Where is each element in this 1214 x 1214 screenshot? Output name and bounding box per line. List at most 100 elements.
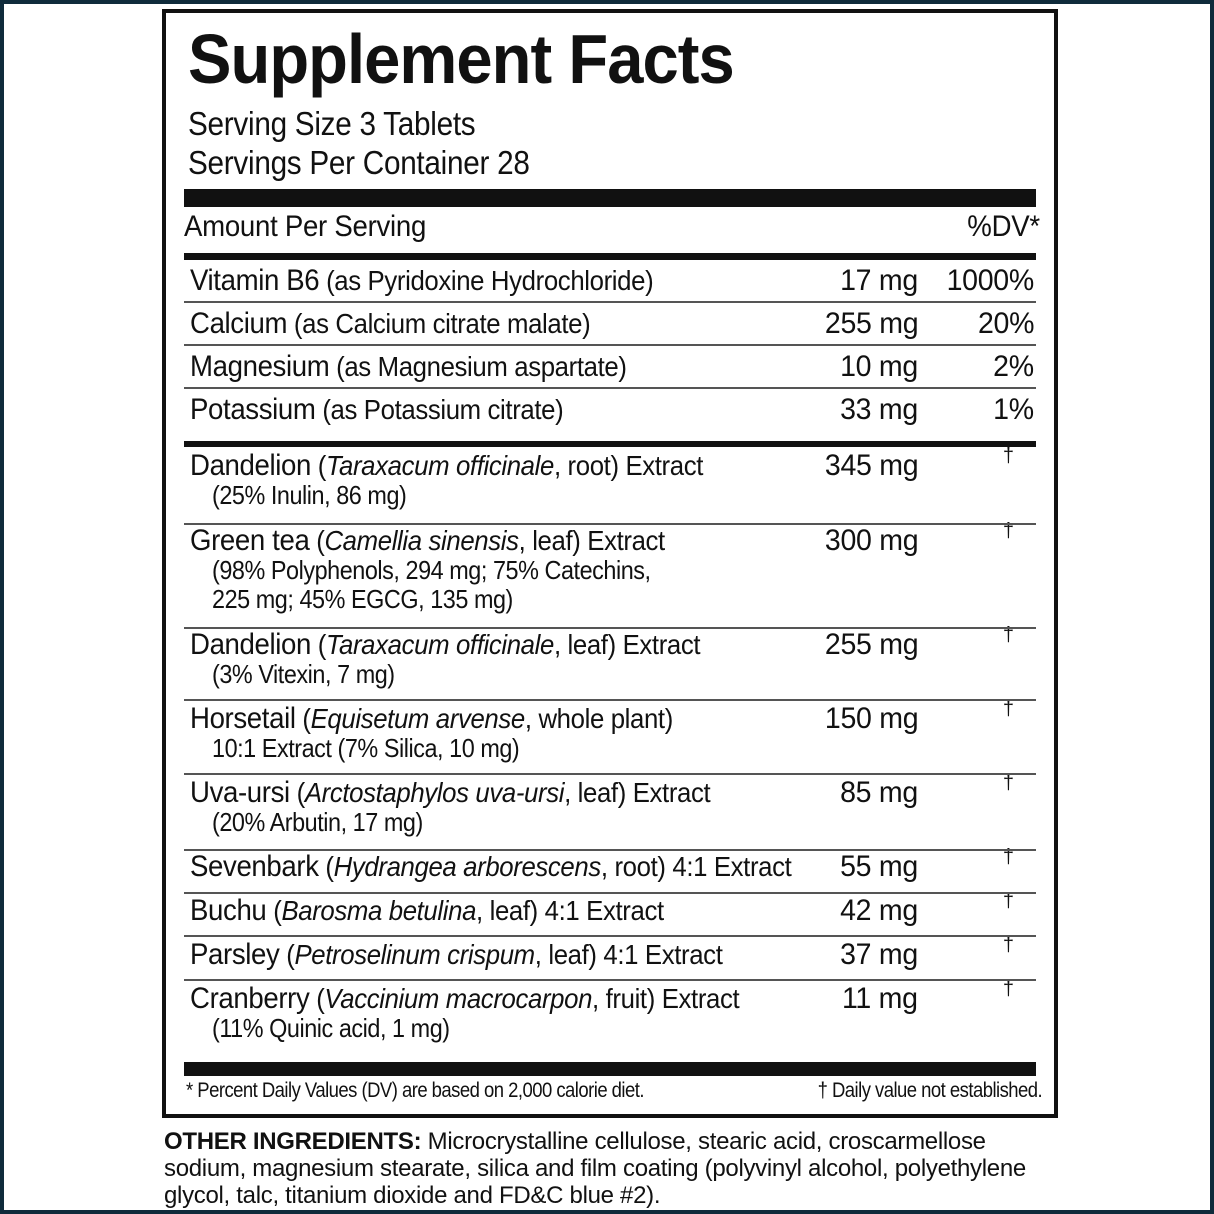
daily-value: 2%	[993, 350, 1034, 383]
nutrient-detail: (	[295, 703, 311, 734]
divider	[184, 441, 1036, 447]
nutrient-label: Uva-ursi	[190, 776, 290, 809]
other-ingredients-text: Microcrystalline cellulose, stearic acid…	[164, 1128, 1026, 1209]
nutrient-detail: , leaf) Extract	[518, 525, 666, 556]
nutrient-label: Buchu	[190, 894, 267, 927]
row-divider	[184, 344, 1036, 346]
dagger-mark: †	[1002, 698, 1014, 720]
nutrient-name: Horsetail (Equisetum arvense, whole plan…	[190, 702, 673, 736]
footnote-dv: * Percent Daily Values (DV) are based on…	[186, 1079, 644, 1102]
nutrient-subdetail: (3% Vitexin, 7 mg)	[212, 659, 395, 689]
row-divider	[184, 849, 1036, 851]
nutrient-detail: (	[309, 525, 325, 556]
nutrient-name: Parsley (Petroselinum crispum, leaf) 4:1…	[190, 938, 723, 972]
nutrient-detail: , leaf) 4:1 Extract	[534, 939, 723, 970]
amount: 150 mg	[824, 702, 919, 735]
amount: 85 mg	[840, 776, 918, 809]
latin-name: Taraxacum officinale	[326, 450, 554, 481]
nutrient-detail: , root) 4:1 Extract	[600, 851, 792, 882]
nutrient-detail: (	[309, 983, 325, 1014]
row-divider	[184, 935, 1036, 937]
nutrient-name: Sevenbark (Hydrangea arborescens, root) …	[190, 850, 792, 884]
amount: 37 mg	[840, 938, 918, 971]
dagger-mark: †	[1002, 772, 1014, 794]
dagger-mark: †	[1002, 934, 1014, 956]
latin-name: Hydrangea arborescens	[333, 851, 602, 882]
row-divider	[184, 301, 1036, 303]
nutrient-subdetail: (20% Arbutin, 17 mg)	[212, 807, 423, 837]
nutrient-detail: (as Potassium citrate)	[315, 394, 564, 425]
nutrient-name: Potassium (as Potassium citrate)	[190, 393, 564, 427]
nutrient-subdetail: (25% Inulin, 86 mg)	[212, 480, 407, 510]
nutrient-detail: , leaf) Extract	[553, 629, 701, 660]
nutrient-subdetail: 10:1 Extract (7% Silica, 10 mg)	[212, 733, 520, 763]
amount: 345 mg	[824, 449, 919, 482]
page: Supplement Facts Serving Size 3 Tablets …	[4, 4, 1210, 1210]
dagger-mark: †	[1002, 978, 1014, 1000]
dagger-mark: †	[1002, 520, 1014, 542]
nutrient-detail: (as Calcium citrate malate)	[287, 308, 591, 339]
latin-name: Petroselinum crispum	[294, 939, 535, 970]
dv-header: %DV*	[967, 210, 1040, 243]
latin-name: Vaccinium macrocarpon	[324, 983, 593, 1014]
nutrient-name: Uva-ursi (Arctostaphylos uva-ursi, leaf)…	[190, 776, 711, 810]
nutrient-label: Green tea	[190, 524, 310, 557]
row-divider	[184, 523, 1036, 525]
amount: 10 mg	[840, 350, 918, 383]
row-divider	[184, 627, 1036, 629]
panel-title: Supplement Facts	[188, 20, 735, 98]
amount-per-serving-header: Amount Per Serving	[184, 210, 427, 243]
nutrient-name: Dandelion (Taraxacum officinale, leaf) E…	[190, 628, 701, 662]
nutrient-label: Calcium	[190, 307, 288, 340]
nutrient-label: Vitamin B6	[190, 264, 320, 297]
nutrient-subdetail: (98% Polyphenols, 294 mg; 75% Catechins,	[212, 555, 651, 585]
other-ingredients-label: OTHER INGREDIENTS:	[164, 1128, 422, 1155]
amount: 11 mg	[842, 982, 918, 1015]
amount: 255 mg	[824, 628, 919, 661]
divider	[184, 253, 1036, 260]
amount: 42 mg	[840, 894, 918, 927]
nutrient-label: Potassium	[190, 393, 316, 426]
row-divider	[184, 699, 1036, 701]
row-divider	[184, 773, 1036, 775]
row-divider	[184, 892, 1036, 894]
nutrient-detail: , leaf) 4:1 Extract	[476, 895, 664, 926]
latin-name: Camellia sinensis	[324, 525, 519, 556]
nutrient-label: Dandelion	[190, 449, 311, 482]
latin-name: Taraxacum officinale	[326, 629, 554, 660]
thick-divider	[184, 189, 1036, 207]
dagger-mark: †	[1002, 624, 1014, 646]
daily-value: 20%	[977, 307, 1034, 340]
amount: 55 mg	[840, 850, 918, 883]
latin-name: Barosma betulina	[281, 895, 477, 926]
nutrient-label: Cranberry	[190, 982, 310, 1015]
nutrient-name: Magnesium (as Magnesium aspartate)	[190, 350, 627, 384]
nutrient-label: Sevenbark	[190, 850, 319, 883]
nutrient-detail: , root) Extract	[553, 450, 704, 481]
daily-value: 1%	[993, 393, 1034, 426]
nutrient-label: Magnesium	[190, 350, 330, 383]
serving-size: Serving Size 3 Tablets	[188, 105, 476, 142]
daily-value: 1000%	[946, 264, 1035, 297]
nutrient-detail: (	[279, 939, 295, 970]
nutrient-name: Cranberry (Vaccinium macrocarpon, fruit)…	[190, 982, 740, 1016]
footnote-dagger: † Daily value not established.	[817, 1079, 1042, 1102]
nutrient-detail: (	[266, 895, 282, 926]
latin-name: Equisetum arvense	[310, 703, 526, 734]
thick-divider	[184, 1062, 1036, 1076]
amount: 33 mg	[840, 393, 918, 426]
nutrient-detail: (as Magnesium aspartate)	[329, 351, 627, 382]
amount: 17 mg	[840, 264, 918, 297]
dagger-mark: †	[1002, 890, 1014, 912]
nutrient-label: Dandelion	[190, 628, 311, 661]
row-divider	[184, 387, 1036, 389]
nutrient-name: Dandelion (Taraxacum officinale, root) E…	[190, 449, 703, 483]
nutrient-detail: , fruit) Extract	[592, 983, 740, 1014]
nutrient-detail: , whole plant)	[524, 703, 673, 734]
row-divider	[184, 979, 1036, 981]
nutrient-subdetail: (11% Quinic acid, 1 mg)	[212, 1013, 450, 1043]
amount: 300 mg	[824, 524, 919, 557]
nutrient-detail: (	[318, 851, 334, 882]
nutrient-detail: (	[289, 777, 306, 808]
nutrient-name: Buchu (Barosma betulina, leaf) 4:1 Extra…	[190, 894, 664, 928]
